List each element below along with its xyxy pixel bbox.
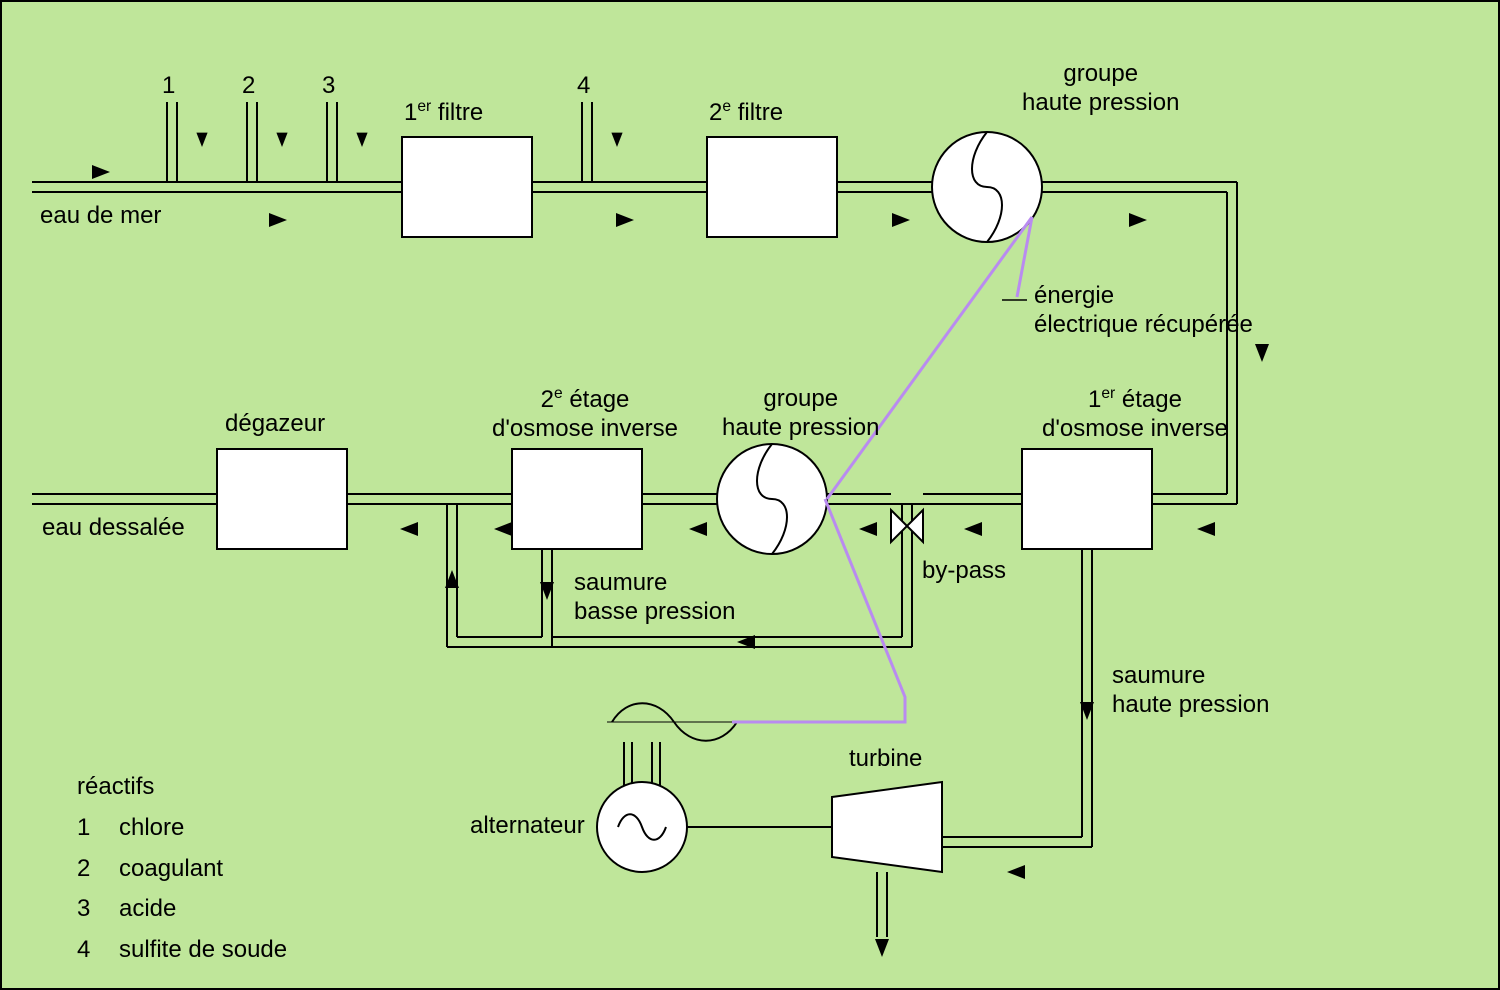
- label-inj1: 1: [162, 72, 175, 101]
- label-energie: énergie électrique récupérée: [1034, 282, 1253, 340]
- diagram-canvas: eau de mer eau dessalée 1er filtre 2e fi…: [0, 0, 1500, 990]
- label-inj3: 3: [322, 72, 335, 101]
- node-filtre1: [402, 137, 532, 237]
- legend-reactifs: réactifs 1chlore 2coagulant 3acide 4sulf…: [77, 767, 287, 971]
- pipe-saumure-hp: [942, 549, 1092, 847]
- label-groupe-hp1: groupe haute pression: [1022, 60, 1179, 118]
- label-saumure-hp: saumure haute pression: [1112, 662, 1269, 720]
- legend-row-1: 1chlore: [77, 808, 287, 849]
- node-turbine: [832, 782, 942, 872]
- pipe-in-top: [32, 182, 402, 192]
- node-alternator: [597, 782, 687, 872]
- label-groupe-hp2: groupe haute pression: [722, 385, 879, 443]
- node-etage1: [1022, 449, 1152, 549]
- label-eau-dessalee: eau dessalée: [42, 514, 185, 543]
- label-eau-de-mer: eau de mer: [40, 202, 161, 231]
- pipe-p1-right: [1040, 182, 1237, 192]
- label-inj2: 2: [242, 72, 255, 101]
- pipe-f2-p1: [837, 182, 934, 192]
- label-turbine: turbine: [849, 745, 922, 774]
- label-filtre1: 1er filtre: [404, 98, 483, 128]
- label-filtre2: 2e filtre: [709, 98, 783, 128]
- legend-row-2: 2coagulant: [77, 849, 287, 890]
- node-etage2: [512, 449, 642, 549]
- node-degazeur: [217, 449, 347, 549]
- legend-row-3: 3acide: [77, 889, 287, 930]
- node-filtre2: [707, 137, 837, 237]
- legend-row-4: 4sulfite de soude: [77, 930, 287, 971]
- label-bypass: by-pass: [922, 557, 1006, 586]
- pipe-deg-out: [32, 494, 217, 504]
- pipe-f1-f2: [532, 182, 707, 192]
- pipe-to-etage1: [1152, 494, 1237, 504]
- pipe-turb-out: [877, 872, 887, 937]
- legend-title: réactifs: [77, 767, 287, 808]
- pipe-etage1-valve: [825, 494, 1022, 504]
- label-inj4: 4: [577, 72, 590, 101]
- node-valve: [891, 510, 923, 542]
- node-pump2: [717, 444, 827, 554]
- pipe-right-down: [1227, 182, 1237, 504]
- pipe-p2-etage2: [642, 494, 719, 504]
- pipe-etage2-deg: [347, 494, 512, 504]
- label-saumure-bp: saumure basse pression: [574, 569, 735, 627]
- label-degazeur: dégazeur: [225, 410, 325, 439]
- label-etage2: 2e étage d'osmose inverse: [492, 385, 678, 444]
- label-etage1: 1er étage d'osmose inverse: [1042, 385, 1228, 444]
- label-alternateur: alternateur: [470, 812, 585, 841]
- alt-risers: [624, 742, 660, 787]
